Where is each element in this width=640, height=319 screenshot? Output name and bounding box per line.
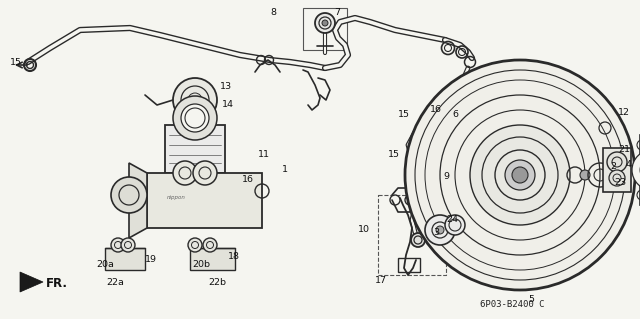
Text: 14: 14 [222,100,234,109]
Circle shape [322,20,328,26]
Circle shape [425,215,455,245]
Text: 17: 17 [375,276,387,285]
Text: 21: 21 [618,145,630,154]
Text: 19: 19 [145,255,157,264]
Circle shape [512,167,528,183]
Text: 22b: 22b [208,278,226,287]
Text: 5: 5 [528,295,534,304]
Text: 20a: 20a [96,260,114,269]
Text: FR.: FR. [46,277,68,290]
Text: 7: 7 [334,8,340,17]
Circle shape [609,170,625,186]
Circle shape [121,238,135,252]
Bar [378,195,446,275]
Text: 6P03-B2400 C: 6P03-B2400 C [480,300,545,309]
Text: 11: 11 [258,150,270,159]
Bar [165,125,225,173]
Bar [147,173,262,228]
Text: 3: 3 [433,228,439,237]
Text: 6: 6 [452,110,458,119]
Polygon shape [129,163,147,238]
Bar [105,248,145,270]
Circle shape [173,96,217,140]
Text: 22a: 22a [106,278,124,287]
Text: 18: 18 [228,252,240,261]
Text: 13: 13 [220,82,232,91]
Text: nippon: nippon [167,196,186,201]
Bar [398,258,420,272]
Text: 20b: 20b [192,260,210,269]
Circle shape [405,60,635,290]
Text: 24: 24 [446,215,458,224]
Circle shape [173,161,197,185]
Circle shape [173,78,217,122]
Circle shape [181,104,209,132]
Text: 16: 16 [242,175,254,184]
Circle shape [436,226,444,234]
Bar [190,248,235,270]
Text: 23: 23 [614,178,626,187]
Text: 15: 15 [10,58,22,67]
Text: 1: 1 [282,165,288,174]
Text: 2: 2 [610,162,616,171]
Text: 12: 12 [618,108,630,117]
Circle shape [632,150,640,190]
Circle shape [445,215,465,235]
Circle shape [505,160,535,190]
Bar [603,148,631,192]
Circle shape [411,233,425,247]
Circle shape [111,238,125,252]
Circle shape [111,177,147,213]
Text: 16: 16 [430,105,442,114]
Circle shape [315,13,335,33]
Text: 9: 9 [443,172,449,181]
Circle shape [193,161,217,185]
Text: 15: 15 [398,110,410,119]
Text: 8: 8 [270,8,276,17]
Circle shape [470,125,570,225]
Circle shape [203,238,217,252]
Text: 10: 10 [358,225,370,234]
Circle shape [580,170,590,180]
Text: 15: 15 [388,150,400,159]
Text: 4: 4 [626,160,632,169]
Polygon shape [20,272,43,292]
Circle shape [188,238,202,252]
Bar [303,8,347,50]
Circle shape [607,152,627,172]
